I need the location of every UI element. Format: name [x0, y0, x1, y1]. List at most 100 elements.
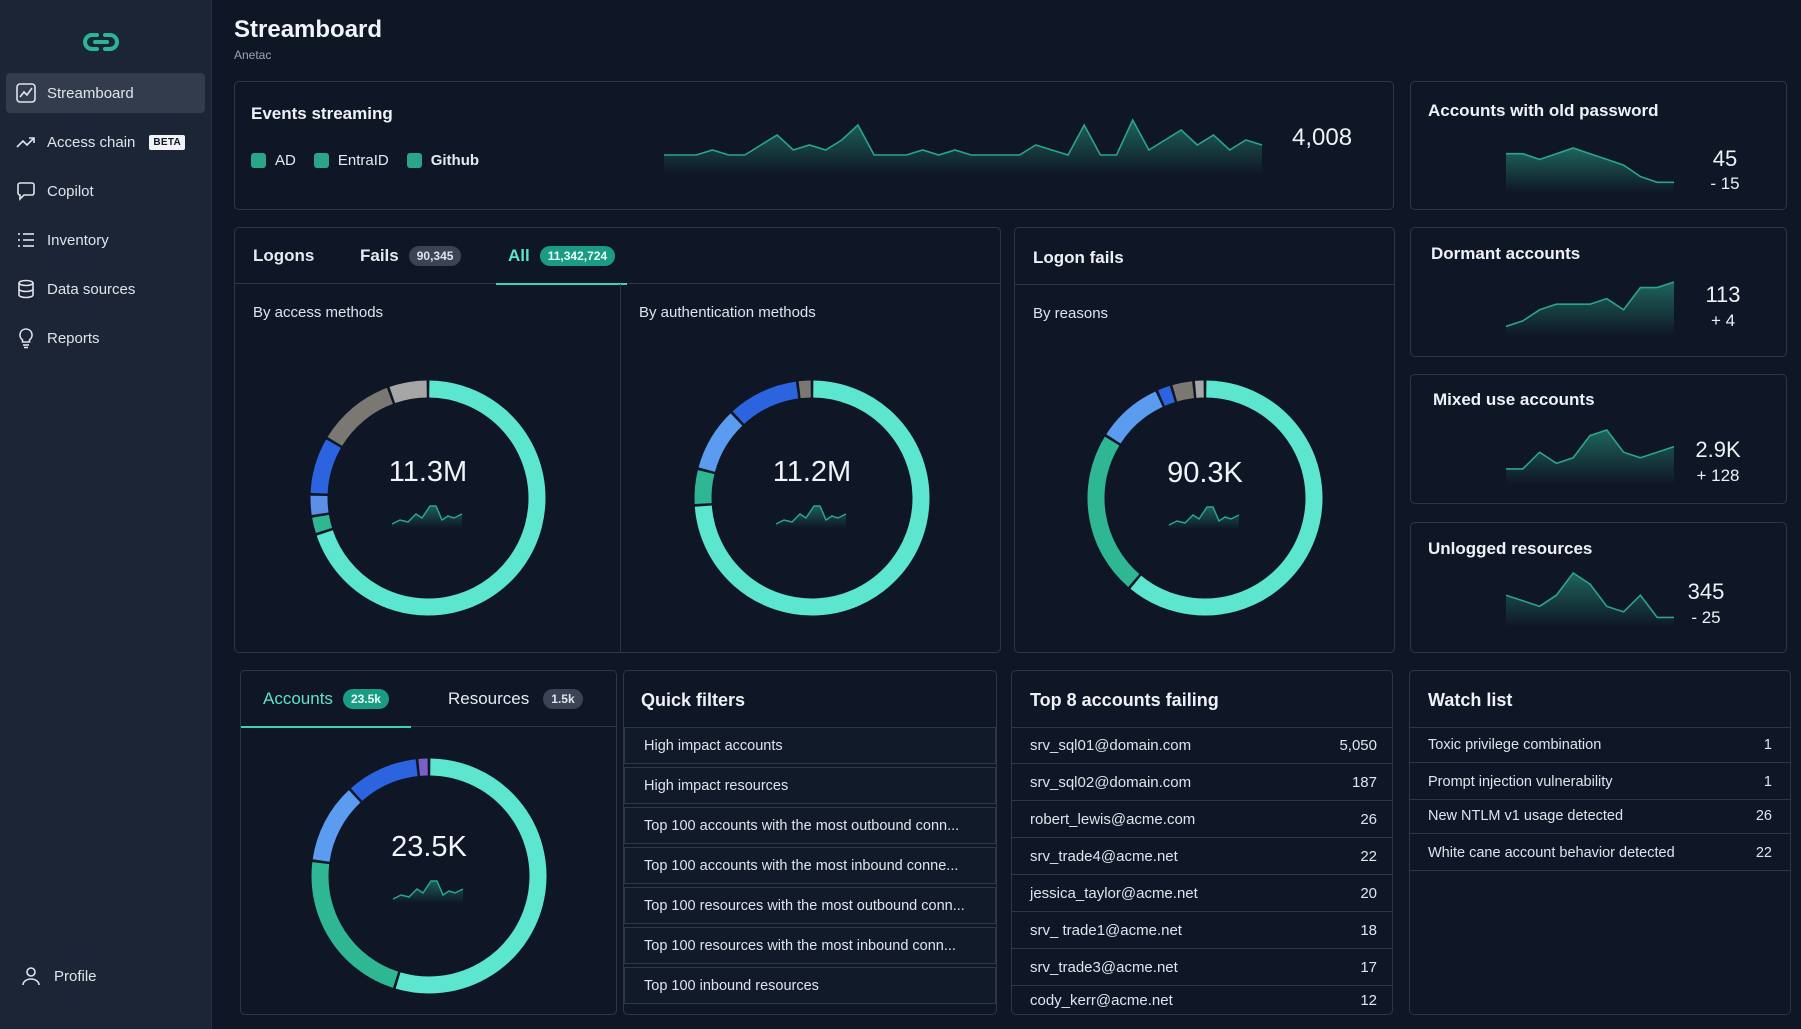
events-total-value: 4,008 [1292, 124, 1353, 151]
donut-segment[interactable] [1087, 436, 1140, 587]
card-title: Mixed use accounts [1433, 390, 1595, 409]
fail-count: 17 [1360, 958, 1377, 976]
legend-item-entraid[interactable]: EntraID [313, 152, 389, 169]
watch-item-name: Toxic privilege combination [1428, 736, 1602, 753]
legend-swatch [313, 153, 329, 168]
donut-segment[interactable] [1130, 380, 1323, 616]
section-label: By authentication methods [639, 304, 816, 321]
fail-count: 12 [1360, 991, 1377, 1009]
donut-segment[interactable] [310, 495, 329, 515]
donut-segment[interactable] [311, 862, 399, 988]
metric-card-mixed-use[interactable]: Mixed use accounts 2.9K + 128 [1410, 374, 1787, 504]
donut-segment[interactable] [698, 413, 743, 473]
metric-delta: - 15 [1710, 174, 1740, 193]
metric-card-dormant[interactable]: Dormant accounts 113 + 4 [1410, 227, 1787, 357]
metric-sparkline [1506, 429, 1675, 484]
metric-value: 2.9K [1695, 437, 1741, 462]
donut-segment[interactable] [1158, 385, 1175, 406]
table-row[interactable]: srv_trade4@acme.net 22 [1012, 838, 1392, 875]
table-row[interactable]: srv_sql01@domain.com 5,050 [1012, 727, 1392, 764]
donut-segment[interactable] [312, 514, 333, 533]
metric-card-old-password[interactable]: Accounts with old password 45 - 15 [1410, 81, 1787, 210]
accounts-tabs: Accounts 23.5k Resources 1.5k [241, 671, 616, 728]
donut-segment[interactable] [327, 387, 394, 447]
sidebar-item-label: Data sources [47, 280, 136, 298]
table-row[interactable]: srv_sql02@domain.com 187 [1012, 764, 1392, 801]
donut-center-value: 11.2M [772, 456, 852, 488]
account-name: srv_sql02@domain.com [1030, 773, 1192, 791]
donut-segment[interactable] [395, 758, 547, 994]
sidebar-item-reports[interactable]: Reports [6, 318, 205, 358]
table-row[interactable]: jessica_taylor@acme.net 20 [1012, 875, 1392, 912]
donut-segment[interactable] [316, 380, 546, 616]
sidebar-item-data-sources[interactable]: Data sources [6, 269, 205, 309]
donut-segment[interactable] [310, 439, 342, 494]
quick-filter-item[interactable]: Top 100 accounts with the most inbound c… [624, 847, 996, 884]
events-legend: AD EntraID Github [251, 152, 497, 169]
beta-badge: BETA [149, 134, 186, 150]
donut-segment[interactable] [312, 790, 361, 862]
donut-sparkline-icon [391, 505, 463, 528]
link-logo-icon[interactable] [82, 28, 120, 56]
quick-filter-item[interactable]: Top 100 inbound resources [624, 967, 996, 1004]
tab-all[interactable]: All 11,342,724 [496, 228, 628, 285]
legend-swatch [406, 153, 422, 168]
donut-segment[interactable] [1106, 391, 1163, 444]
donut-segment[interactable] [389, 380, 428, 404]
card-title: Events streaming [251, 104, 393, 123]
tab-fails[interactable]: Fails 90,345 [360, 228, 462, 284]
accounts-donut[interactable] [304, 751, 554, 1001]
quick-filter-item[interactable]: High impact accounts [624, 727, 996, 764]
watch-list-card: Watch list Toxic privilege combination 1 … [1409, 670, 1791, 1015]
quick-filter-item[interactable]: High impact resources [624, 767, 996, 804]
sidebar-item-access-chain[interactable]: Access chain BETA [6, 122, 205, 162]
legend-swatch [251, 153, 266, 168]
metric-card-unlogged[interactable]: Unlogged resources 345 - 25 [1410, 522, 1787, 653]
sidebar-item-profile[interactable]: Profile [20, 965, 97, 987]
profile-label: Profile [54, 967, 97, 985]
legend-item-github[interactable]: Github [406, 152, 479, 169]
quick-filter-item[interactable]: Top 100 resources with the most outbound… [624, 887, 996, 924]
table-row[interactable]: srv_ trade1@acme.net 18 [1012, 912, 1392, 949]
donut-segment[interactable] [350, 759, 418, 802]
tab-accounts[interactable]: Accounts 23.5k [241, 671, 411, 728]
sidebar-item-streamboard[interactable]: Streamboard [6, 73, 205, 113]
sidebar-item-label: Streamboard [47, 84, 134, 102]
access-methods-donut[interactable] [303, 373, 553, 623]
quick-filter-item[interactable]: Top 100 accounts with the most outbound … [624, 807, 996, 844]
section-label: By access methods [253, 304, 384, 321]
donut-segment[interactable] [694, 380, 930, 616]
tab-label: All [508, 246, 530, 265]
watch-item-name: White cane account behavior detected [1428, 844, 1675, 861]
watch-list-item[interactable]: New NTLM v1 usage detected 26 [1410, 798, 1790, 834]
watch-item-name: New NTLM v1 usage detected [1428, 807, 1624, 824]
card-title: Unlogged resources [1428, 539, 1593, 558]
table-row[interactable]: srv_trade3@acme.net 17 [1012, 949, 1392, 986]
donut-segment[interactable] [694, 470, 715, 504]
donut-center-value: 90.3K [1167, 457, 1243, 489]
fail-reasons-donut[interactable] [1080, 373, 1330, 623]
header-divider [1410, 727, 1790, 728]
sparkline-line [1506, 147, 1674, 184]
donut-segment[interactable] [732, 381, 799, 425]
card-title: Accounts with old password [1428, 101, 1659, 120]
legend-item-ad[interactable]: AD [251, 152, 296, 169]
account-name: srv_trade3@acme.net [1030, 958, 1178, 976]
sidebar-item-inventory[interactable]: Inventory [6, 220, 205, 260]
quick-filter-item[interactable]: Top 100 resources with the most inbound … [624, 927, 996, 964]
sidebar-item-label: Reports [47, 329, 100, 347]
watch-list-item[interactable]: Toxic privilege combination 1 [1410, 727, 1790, 763]
tab-logons[interactable]: Logons [253, 228, 314, 284]
auth-methods-donut[interactable] [687, 373, 937, 623]
chat-bubble-icon [15, 180, 37, 202]
table-row[interactable]: robert_lewis@acme.com 26 [1012, 801, 1392, 838]
tab-resources[interactable]: Resources 1.5k [448, 671, 583, 727]
lightbulb-icon [15, 327, 37, 349]
watch-list-item[interactable]: Prompt injection vulnerability 1 [1410, 764, 1790, 800]
watch-list-item[interactable]: White cane account behavior detected 22 [1410, 835, 1790, 871]
sidebar-item-copilot[interactable]: Copilot [6, 171, 205, 211]
donut-segment[interactable] [1172, 381, 1195, 402]
table-row[interactable]: cody_kerr@acme.net 12 [1012, 984, 1392, 1016]
donut-segment[interactable] [798, 380, 811, 399]
metric-sparkline [1505, 571, 1674, 627]
